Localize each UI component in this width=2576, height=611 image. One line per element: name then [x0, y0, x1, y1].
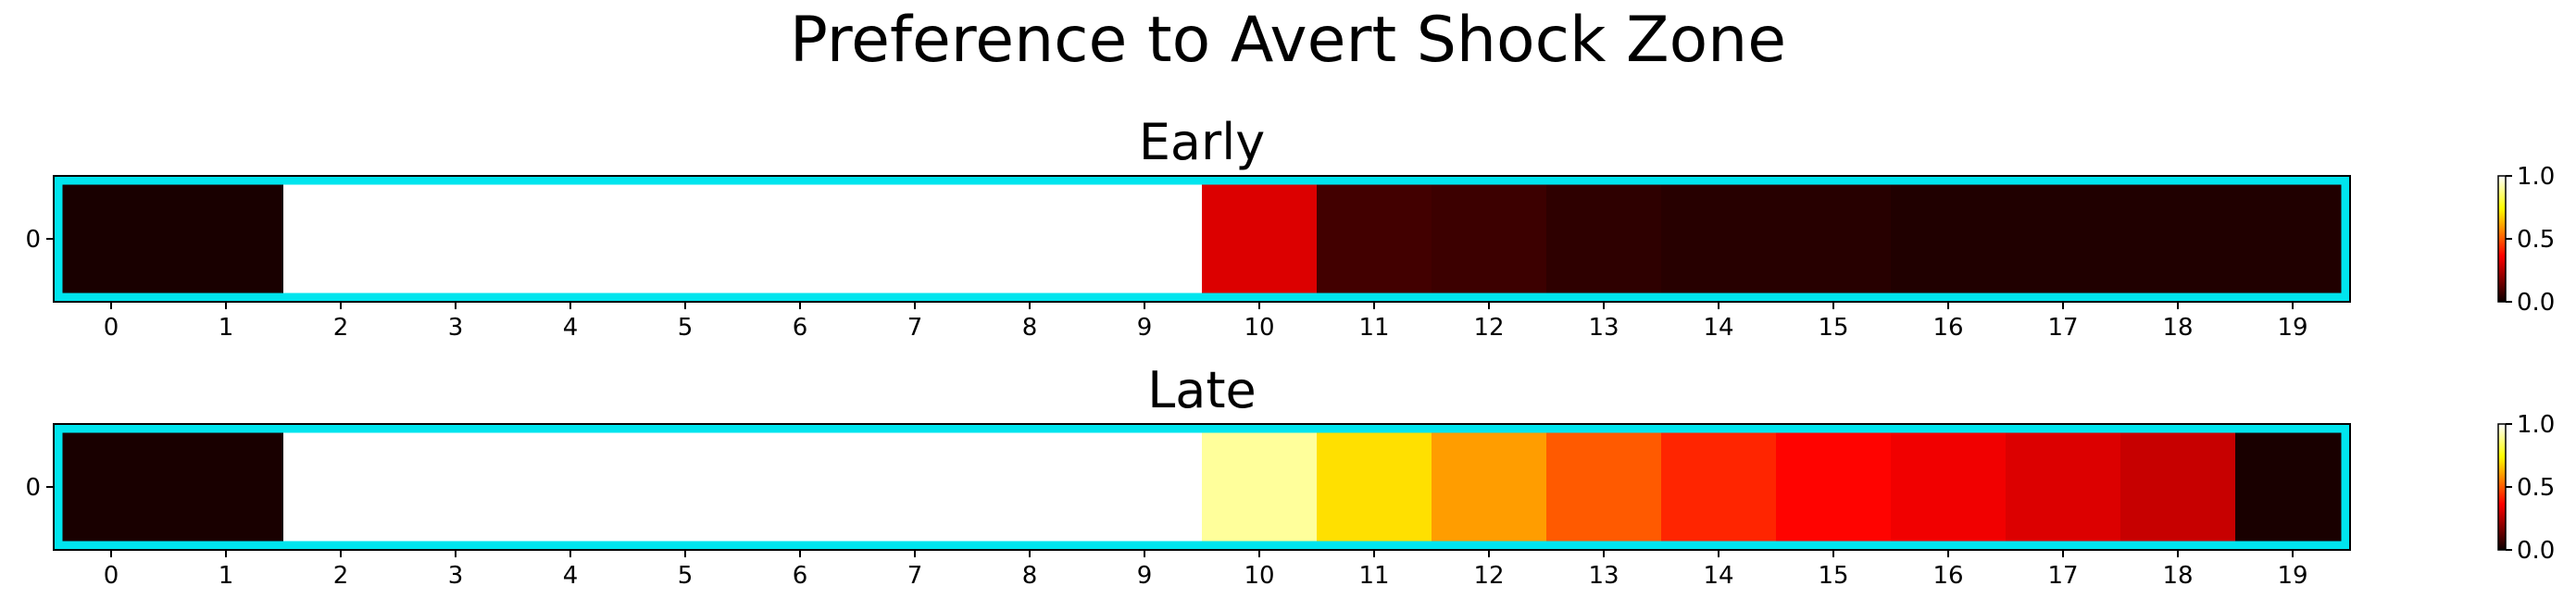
- heatmap-cell: [2006, 424, 2121, 550]
- heatmap-cell: [972, 424, 1088, 550]
- colorbar-tick-label: 0.0: [2517, 289, 2555, 317]
- x-tick-label: 19: [2277, 314, 2307, 342]
- y-tick-label: 0: [25, 226, 41, 254]
- heatmap-cell: [2120, 176, 2236, 302]
- x-tick-label: 0: [104, 562, 119, 590]
- x-tick-label: 12: [1473, 562, 1504, 590]
- heatmap-cell: [1087, 424, 1203, 550]
- x-tick-label: 0: [104, 314, 119, 342]
- heatmap-cell: [169, 424, 284, 550]
- heatmap-cell: [169, 176, 284, 302]
- x-tick-label: 9: [1137, 314, 1153, 342]
- x-tick-label: 12: [1473, 314, 1504, 342]
- colorbar: [2497, 423, 2507, 551]
- colorbar-tick-label: 1.0: [2517, 163, 2555, 191]
- heatmap-cell: [1432, 424, 1547, 550]
- heatmap-cell: [2235, 424, 2351, 550]
- highlight-border: [54, 424, 2350, 550]
- x-tick-label: 17: [2047, 562, 2078, 590]
- heatmap-cell: [1776, 176, 1892, 302]
- x-tick-label: 17: [2047, 314, 2078, 342]
- x-tick-label: 18: [2162, 314, 2193, 342]
- x-tick-label: 15: [1818, 562, 1848, 590]
- heatmap-cell: [628, 424, 744, 550]
- x-tick-label: 11: [1358, 562, 1389, 590]
- x-tick-label: 3: [448, 314, 464, 342]
- x-tick-label: 16: [1932, 562, 1963, 590]
- x-tick-label: 13: [1588, 562, 1619, 590]
- heatmap-cell: [1891, 424, 2007, 550]
- x-tick-label: 15: [1818, 314, 1848, 342]
- heatmap-cell: [857, 424, 973, 550]
- x-tick-label: 8: [1022, 314, 1038, 342]
- heatmap-cell: [2120, 424, 2236, 550]
- x-tick-label: 16: [1932, 314, 1963, 342]
- heatmap-cell: [1202, 176, 1318, 302]
- heatmap-cell: [1546, 176, 1662, 302]
- heatmap-cell: [1087, 176, 1203, 302]
- colorbar-tick-label: 0.5: [2517, 474, 2555, 502]
- heatmap-cell: [1661, 176, 1777, 302]
- heatmap-cell: [1776, 424, 1892, 550]
- x-tick-label: 2: [333, 562, 349, 590]
- heatmap-cell: [1317, 176, 1432, 302]
- x-tick-label: 4: [563, 314, 579, 342]
- highlight-border: [54, 176, 2350, 302]
- panel-title: Early: [1139, 113, 1265, 171]
- heatmap-cell: [972, 176, 1088, 302]
- heatmap-cell: [513, 176, 629, 302]
- x-tick-label: 14: [1703, 562, 1733, 590]
- x-tick-label: 9: [1137, 562, 1153, 590]
- heatmap-cell: [283, 176, 399, 302]
- heatmap-cell: [513, 424, 629, 550]
- x-tick-label: 7: [907, 562, 923, 590]
- x-tick-label: 6: [793, 562, 808, 590]
- heatmap-cell: [1202, 424, 1318, 550]
- figure-title: Preference to Avert Shock Zone: [790, 4, 1786, 77]
- x-tick-label: 8: [1022, 562, 1038, 590]
- x-tick-label: 3: [448, 562, 464, 590]
- heatmap-cell: [1432, 176, 1547, 302]
- panel-title: Late: [1147, 361, 1257, 419]
- heatmap-cell: [2235, 176, 2351, 302]
- x-tick-label: 7: [907, 314, 923, 342]
- colorbar-tick-label: 0.5: [2517, 226, 2555, 254]
- heatmap-cell: [857, 176, 973, 302]
- x-tick-label: 14: [1703, 314, 1733, 342]
- colorbar-tick-label: 0.0: [2517, 537, 2555, 565]
- heatmap-cell: [743, 424, 858, 550]
- heatmap-cell: [54, 424, 169, 550]
- heatmap-cell: [398, 176, 514, 302]
- x-tick-label: 1: [219, 314, 234, 342]
- x-tick-label: 5: [678, 562, 694, 590]
- x-tick-label: 2: [333, 314, 349, 342]
- x-tick-label: 4: [563, 562, 579, 590]
- x-tick-label: 5: [678, 314, 694, 342]
- colorbar-tick-label: 1.0: [2517, 411, 2555, 439]
- x-tick-label: 6: [793, 314, 808, 342]
- heatmap-cell: [283, 424, 399, 550]
- heatmap-cell: [1661, 424, 1777, 550]
- heatmap-cell: [1891, 176, 2007, 302]
- heatmap-cell: [628, 176, 744, 302]
- x-tick-label: 10: [1244, 562, 1274, 590]
- x-tick-label: 13: [1588, 314, 1619, 342]
- heatmap-cell: [54, 176, 169, 302]
- y-tick-label: 0: [25, 474, 41, 502]
- x-tick-label: 18: [2162, 562, 2193, 590]
- heatmap-cell: [2006, 176, 2121, 302]
- x-tick-label: 19: [2277, 562, 2307, 590]
- heatmap-cell: [1317, 424, 1432, 550]
- x-tick-label: 10: [1244, 314, 1274, 342]
- x-tick-label: 11: [1358, 314, 1389, 342]
- x-tick-label: 1: [219, 562, 234, 590]
- heatmap-cell: [398, 424, 514, 550]
- heatmap-cell: [743, 176, 858, 302]
- heatmap-cell: [1546, 424, 1662, 550]
- colorbar: [2497, 175, 2507, 303]
